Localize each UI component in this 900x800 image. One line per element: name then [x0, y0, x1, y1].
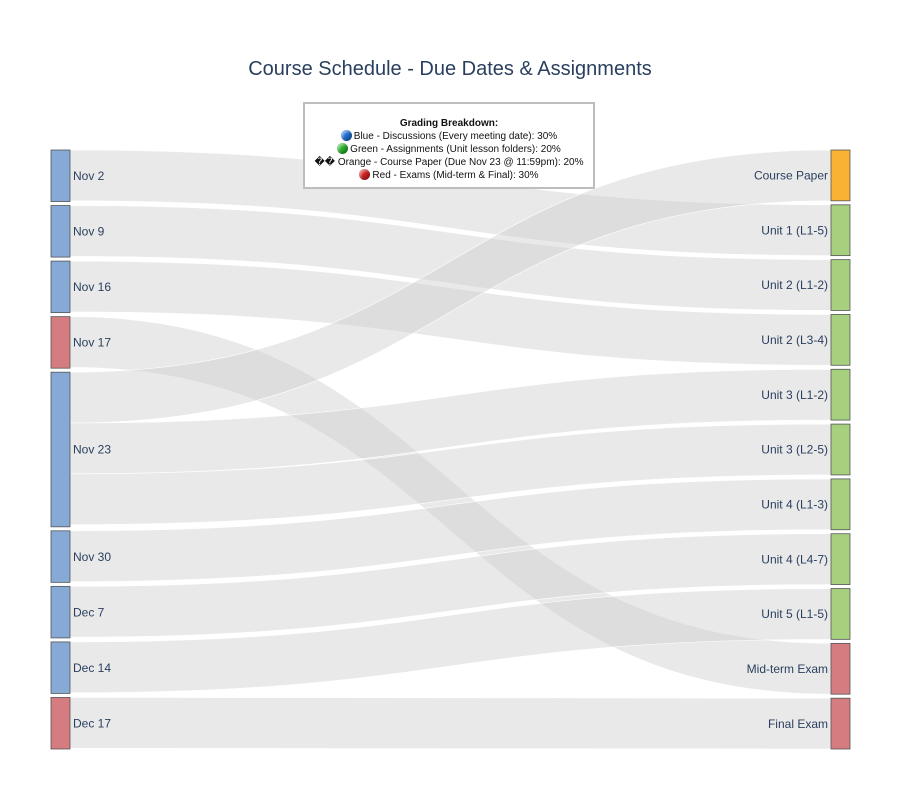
node-unit-3-l2-5[interactable]	[830, 423, 851, 476]
node-label-unit-4-l4-7: Unit 4 (L4-7)	[761, 552, 828, 566]
node-label-nov-30: Nov 30	[73, 550, 111, 564]
legend-item-text: Red - Exams (Mid-term & Final): 30%	[372, 170, 539, 181]
node-nov-23[interactable]	[50, 371, 71, 528]
legend-item-text: Green - Assignments (Unit lesson folders…	[350, 144, 561, 155]
node-mid-term-exam[interactable]	[830, 642, 851, 695]
legend-title: Grading Breakdown:	[399, 118, 499, 129]
node-label-nov-2: Nov 2	[73, 169, 105, 183]
grading-legend: Grading Breakdown: Blue - Discussions (E…	[303, 102, 595, 189]
node-label-unit-3-l2-5: Unit 3 (L2-5)	[761, 443, 828, 457]
node-nov-30[interactable]	[50, 530, 71, 583]
node-label-unit-2-l3-4: Unit 2 (L3-4)	[761, 333, 828, 347]
node-label-unit-1-l1-5: Unit 1 (L1-5)	[761, 223, 828, 237]
node-unit-4-l4-7[interactable]	[830, 533, 851, 585]
node-dec-14[interactable]	[50, 641, 71, 694]
node-label-nov-9: Nov 9	[73, 225, 105, 239]
legend-item-course-paper: �� Orange - Course Paper (Due Nov 23 @ 1…	[305, 156, 593, 169]
node-label-dec-14: Dec 14	[73, 661, 111, 675]
node-label-nov-23: Nov 23	[73, 443, 111, 457]
nodes-layer: Nov 2 Nov 9 Nov 16 Nov 17 Nov 23 Nov 30 Dec 7 D…	[50, 149, 851, 750]
node-label-unit-5-l1-5: Unit 5 (L1-5)	[761, 607, 828, 621]
node-label-dec-7: Dec 7	[73, 605, 105, 619]
node-dec-17[interactable]	[50, 697, 71, 750]
node-nov-9[interactable]	[50, 205, 71, 258]
node-label-dec-17: Dec 17	[73, 716, 111, 730]
link-dec-17-to-final-exam[interactable]	[69, 697, 832, 750]
node-dec-7[interactable]	[50, 585, 71, 639]
node-unit-2-l3-4[interactable]	[830, 314, 851, 366]
node-final-exam[interactable]	[830, 697, 851, 750]
links-layer	[69, 149, 832, 750]
node-unit-2-l1-2[interactable]	[830, 259, 851, 311]
node-course-paper[interactable]	[830, 149, 851, 202]
legend-item-discussions: Blue - Discussions (Every meeting date):…	[305, 130, 593, 143]
red-circle-icon	[359, 169, 371, 180]
chart-title: Course Schedule - Due Dates & Assignment…	[248, 58, 652, 80]
node-unit-5-l1-5[interactable]	[830, 588, 851, 640]
node-label-course-paper: Course Paper	[754, 169, 828, 183]
node-unit-4-l1-3[interactable]	[830, 478, 851, 531]
legend-item-text: Blue - Discussions (Every meeting date):…	[353, 131, 558, 142]
node-nov-2[interactable]	[50, 149, 71, 202]
unrendered-glyph-icon: ��	[314, 157, 336, 168]
node-unit-3-l1-2[interactable]	[830, 368, 851, 421]
node-label-mid-term-exam: Mid-term Exam	[747, 662, 828, 676]
legend-item-exams: Red - Exams (Mid-term & Final): 30%	[305, 169, 593, 182]
node-label-nov-17: Nov 17	[73, 336, 111, 350]
node-label-nov-16: Nov 16	[73, 280, 111, 294]
node-unit-1-l1-5[interactable]	[830, 204, 851, 257]
blue-circle-icon	[340, 130, 352, 141]
node-label-unit-2-l1-2: Unit 2 (L1-2)	[761, 278, 828, 292]
node-label-unit-4-l1-3: Unit 4 (L1-3)	[761, 498, 828, 512]
legend-item-assignments: Green - Assignments (Unit lesson folders…	[305, 143, 593, 156]
green-circle-icon	[337, 143, 349, 154]
node-nov-17[interactable]	[50, 316, 71, 369]
node-label-unit-3-l1-2: Unit 3 (L1-2)	[761, 388, 828, 402]
node-nov-16[interactable]	[50, 260, 71, 314]
legend-item-text: Orange - Course Paper (Due Nov 23 @ 11:5…	[337, 157, 584, 168]
node-label-final-exam: Final Exam	[768, 717, 828, 731]
